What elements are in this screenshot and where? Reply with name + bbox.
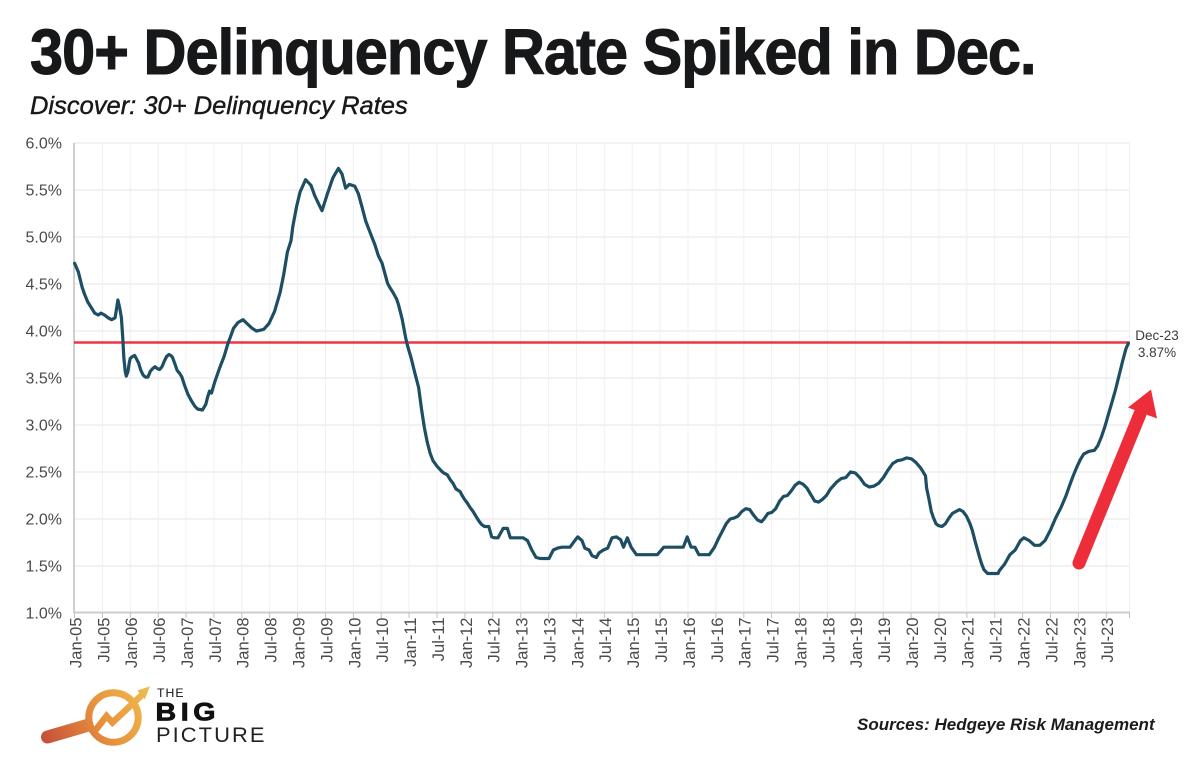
svg-text:5.0%: 5.0%	[26, 230, 62, 247]
svg-text:Jan-21: Jan-21	[960, 618, 978, 668]
svg-text:Jul-15: Jul-15	[653, 618, 671, 663]
svg-text:5.5%: 5.5%	[26, 183, 62, 200]
svg-text:Jul-07: Jul-07	[207, 618, 225, 663]
svg-text:Jan-09: Jan-09	[290, 618, 308, 668]
svg-text:Jan-06: Jan-06	[123, 618, 141, 668]
svg-text:PICTURE: PICTURE	[156, 723, 267, 747]
svg-text:Jul-19: Jul-19	[876, 618, 894, 663]
svg-text:Jan-07: Jan-07	[179, 618, 197, 668]
svg-text:Jul-16: Jul-16	[709, 618, 727, 663]
svg-text:Jan-05: Jan-05	[67, 618, 85, 668]
svg-text:BIG: BIG	[156, 699, 221, 727]
svg-text:6.0%: 6.0%	[26, 136, 62, 153]
svg-text:Jan-13: Jan-13	[514, 618, 532, 668]
svg-text:Jan-11: Jan-11	[402, 618, 420, 667]
svg-text:2.5%: 2.5%	[26, 465, 62, 482]
svg-text:Jan-14: Jan-14	[569, 618, 587, 668]
svg-text:Jul-06: Jul-06	[151, 618, 169, 663]
svg-text:Jan-12: Jan-12	[458, 618, 476, 668]
svg-text:Jul-09: Jul-09	[318, 618, 336, 663]
svg-text:4.5%: 4.5%	[26, 277, 62, 294]
svg-text:THE: THE	[157, 686, 185, 700]
svg-text:Jul-18: Jul-18	[820, 618, 838, 663]
svg-text:2.0%: 2.0%	[26, 512, 62, 529]
svg-text:Jul-13: Jul-13	[541, 618, 559, 663]
svg-text:Jan-16: Jan-16	[681, 618, 699, 668]
svg-text:Jul-11: Jul-11	[430, 618, 448, 662]
svg-text:4.0%: 4.0%	[26, 324, 62, 341]
svg-text:3.5%: 3.5%	[26, 371, 62, 388]
svg-text:Jul-20: Jul-20	[932, 618, 950, 663]
svg-text:1.0%: 1.0%	[26, 606, 62, 623]
svg-text:Jan-18: Jan-18	[792, 618, 810, 668]
svg-text:Dec-23: Dec-23	[1135, 328, 1179, 343]
svg-text:Jan-17: Jan-17	[737, 618, 755, 668]
svg-text:Jul-22: Jul-22	[1043, 618, 1061, 663]
svg-text:Jan-19: Jan-19	[848, 618, 866, 668]
svg-text:Jan-22: Jan-22	[1015, 618, 1033, 668]
svg-text:Jul-12: Jul-12	[486, 618, 504, 663]
svg-text:Jul-23: Jul-23	[1099, 618, 1117, 663]
svg-text:1.5%: 1.5%	[26, 559, 62, 576]
svg-text:Jul-21: Jul-21	[988, 617, 1006, 662]
svg-text:Jan-10: Jan-10	[346, 618, 364, 668]
svg-text:3.0%: 3.0%	[26, 418, 62, 435]
svg-text:Jan-08: Jan-08	[235, 618, 253, 668]
svg-text:Jul-14: Jul-14	[597, 618, 615, 663]
svg-text:Jul-08: Jul-08	[263, 618, 281, 663]
svg-text:Jan-20: Jan-20	[904, 618, 922, 668]
svg-text:Jan-23: Jan-23	[1071, 618, 1089, 668]
svg-text:Jul-10: Jul-10	[374, 618, 392, 663]
svg-text:3.87%: 3.87%	[1138, 345, 1176, 360]
svg-text:Jul-17: Jul-17	[764, 618, 782, 663]
svg-text:Jan-15: Jan-15	[625, 618, 643, 668]
svg-text:Jul-05: Jul-05	[95, 618, 113, 663]
